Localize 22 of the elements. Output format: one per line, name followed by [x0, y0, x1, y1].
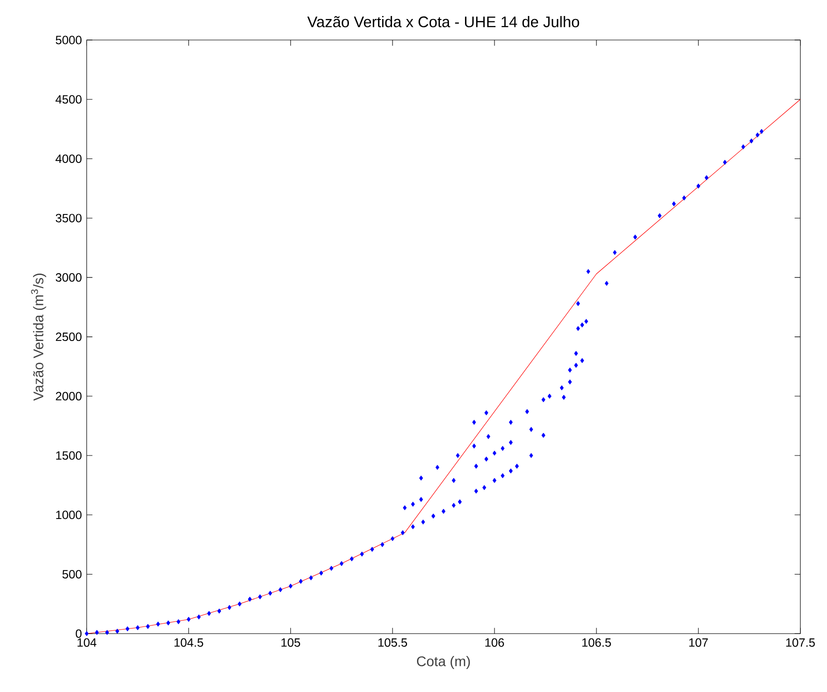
x-tick-label: 106.5 — [582, 638, 611, 647]
y-tick-label: 0 — [76, 629, 82, 638]
y-tick-label: 3000 — [56, 273, 82, 282]
x-tick-label: 105.5 — [378, 638, 408, 647]
y-tick-label: 1000 — [56, 510, 82, 519]
x-tick-label: 105 — [282, 638, 300, 647]
x-tick-label: 107 — [689, 638, 708, 647]
y-tick-label: 4500 — [56, 94, 82, 104]
chart-title: Vazão Vertida x Cota - UHE 14 de Julho — [307, 16, 580, 28]
x-tick-label: 106 — [485, 638, 504, 647]
y-tick-label: 3500 — [56, 214, 82, 222]
x-tick-label: 107.5 — [786, 638, 815, 647]
y-tick-label: 2000 — [56, 392, 82, 400]
x-tick-label: 104 — [78, 638, 96, 647]
y-tick-label: 1500 — [56, 451, 82, 460]
y-axis-title: Vazão Vertida (m$^{3}$/s) — [31, 274, 46, 401]
y-tick-label: 500 — [62, 570, 82, 578]
x-tick-label: 104.5 — [174, 638, 204, 647]
y-tick-label: 5000 — [56, 36, 82, 44]
x-axis-title: Cota (m) — [416, 656, 470, 669]
y-tick-label: 2500 — [56, 332, 82, 341]
y-tick-label: 4000 — [56, 154, 82, 163]
